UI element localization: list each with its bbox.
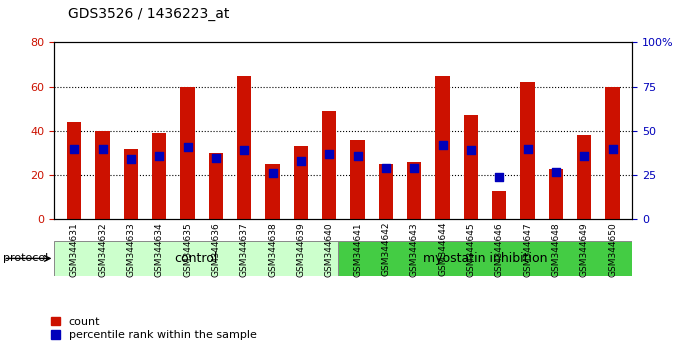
Bar [152, 133, 167, 219]
Bar [379, 164, 393, 219]
Point [437, 142, 448, 148]
Bar [407, 162, 422, 219]
Text: GSM344641: GSM344641 [353, 222, 362, 276]
Bar [464, 115, 478, 219]
Text: GSM344644: GSM344644 [438, 222, 447, 276]
Point [182, 144, 193, 150]
Point [465, 148, 476, 153]
Bar [338, 241, 632, 276]
Point [125, 156, 136, 162]
Text: GSM344646: GSM344646 [495, 222, 504, 276]
Bar [435, 76, 449, 219]
Point [296, 158, 307, 164]
Point [267, 171, 278, 176]
Legend: count, percentile rank within the sample: count, percentile rank within the sample [46, 313, 261, 345]
Bar [492, 191, 507, 219]
Text: control: control [174, 252, 218, 265]
Text: protocol: protocol [3, 253, 49, 263]
Bar [265, 164, 279, 219]
Bar [54, 241, 338, 276]
Bar [180, 87, 194, 219]
Point [381, 165, 392, 171]
Text: GSM344648: GSM344648 [551, 222, 560, 276]
Point [324, 151, 335, 157]
Text: GSM344647: GSM344647 [523, 222, 532, 276]
Text: GSM344650: GSM344650 [608, 222, 617, 277]
Point [211, 155, 222, 160]
Text: GSM344632: GSM344632 [98, 222, 107, 276]
Point [607, 146, 618, 152]
Point [409, 165, 420, 171]
Bar [209, 153, 223, 219]
Text: GSM344633: GSM344633 [126, 222, 135, 277]
Text: GSM344634: GSM344634 [155, 222, 164, 276]
Point [579, 153, 590, 159]
Text: GSM344631: GSM344631 [70, 222, 79, 277]
Bar [549, 169, 563, 219]
Text: GSM344642: GSM344642 [381, 222, 390, 276]
Text: GSM344638: GSM344638 [268, 222, 277, 277]
Text: GSM344649: GSM344649 [580, 222, 589, 276]
Text: GSM344643: GSM344643 [410, 222, 419, 276]
Point [551, 169, 562, 175]
Bar [95, 131, 109, 219]
Point [352, 153, 363, 159]
Text: GSM344645: GSM344645 [466, 222, 475, 276]
Text: GSM344636: GSM344636 [211, 222, 220, 277]
Bar [237, 76, 252, 219]
Text: GSM344640: GSM344640 [325, 222, 334, 276]
Text: GSM344639: GSM344639 [296, 222, 305, 277]
Bar [520, 82, 534, 219]
Text: myostatin inhibition: myostatin inhibition [423, 252, 547, 265]
Bar [577, 135, 592, 219]
Point [522, 146, 533, 152]
Point [154, 153, 165, 159]
Point [494, 174, 505, 180]
Bar [322, 111, 337, 219]
Bar [67, 122, 82, 219]
Text: GSM344635: GSM344635 [183, 222, 192, 277]
Point [239, 148, 250, 153]
Bar [605, 87, 619, 219]
Text: GDS3526 / 1436223_at: GDS3526 / 1436223_at [68, 7, 229, 21]
Text: GSM344637: GSM344637 [240, 222, 249, 277]
Point [97, 146, 108, 152]
Point [69, 146, 80, 152]
Bar [124, 149, 138, 219]
Bar [350, 140, 364, 219]
Bar [294, 147, 308, 219]
